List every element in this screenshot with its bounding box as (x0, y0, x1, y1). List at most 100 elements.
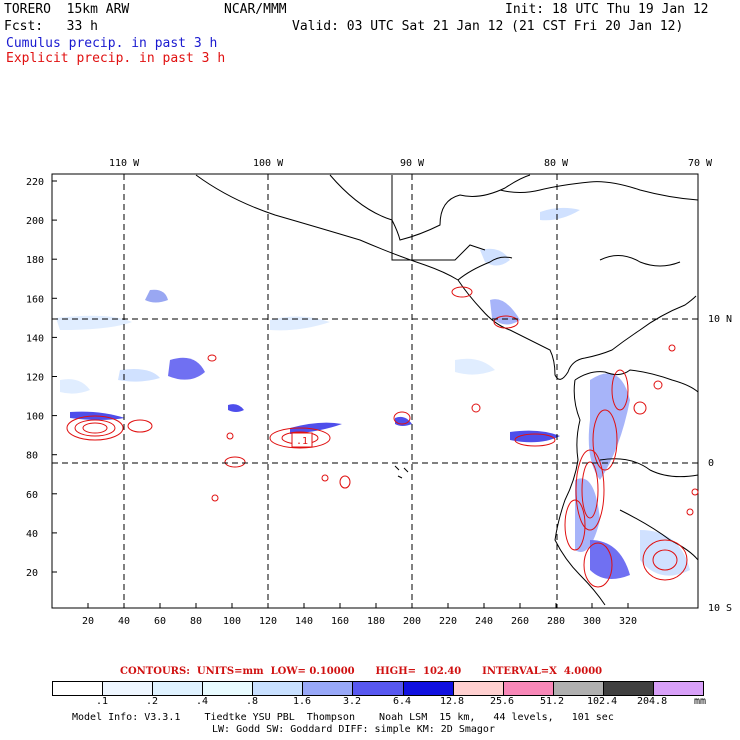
precip-patch (60, 379, 90, 394)
coastline-colombia (574, 369, 699, 393)
colorbar-cell (353, 682, 404, 695)
x-tick-label: 280 (547, 616, 565, 627)
y-tick-label: 140 (26, 333, 44, 344)
contour-cell (269, 427, 331, 449)
coastline-peru (554, 379, 606, 606)
center-name: NCAR/MMM (224, 2, 287, 17)
colorbar-cell (603, 682, 654, 695)
x-tick-label: 240 (475, 616, 493, 627)
top-axis-label: 70 W (688, 158, 713, 169)
precip-patch (228, 404, 244, 412)
contour-cell (581, 461, 599, 519)
y-tick-label: 100 (26, 412, 44, 423)
colorbar-cell (503, 682, 554, 695)
x-tick-label: 80 (190, 616, 202, 627)
precip-patch (168, 357, 205, 380)
coastline-central-america (195, 174, 697, 380)
valid-time: Valid: 03 UTC Sat 21 Jan 12 (21 CST Fri … (292, 19, 684, 34)
lat-lon-grid (52, 174, 698, 608)
contour-cell (393, 411, 411, 425)
galapagos-islands (394, 465, 409, 479)
x-tick-label: 320 (619, 616, 637, 627)
contour-cell (224, 456, 246, 468)
contour-cell (74, 419, 116, 437)
x-tick-label: 300 (583, 616, 601, 627)
contour-cell (493, 315, 519, 329)
contour-cell (668, 344, 676, 352)
top-axis-label: 80 W (544, 158, 569, 169)
precip-patch (395, 416, 412, 426)
colorbar-label: 6.4 (393, 696, 412, 707)
x-tick-label: 160 (331, 616, 349, 627)
coastlines (195, 174, 699, 606)
contour-cell (642, 539, 688, 581)
precip-patch (590, 540, 630, 579)
precip-patch (118, 369, 160, 382)
contour-cell (611, 369, 629, 411)
footer-physics: LW: Godd SW: Goddard DIFF: simple KM: 2D… (212, 724, 495, 735)
precip-patch (56, 315, 132, 330)
island-outline (599, 255, 681, 267)
precip-patch (290, 422, 342, 434)
colorbar-cell (53, 682, 104, 695)
contour-cell (226, 432, 234, 440)
precip-patch (588, 373, 630, 480)
right-axis-label: 0 (708, 458, 714, 469)
map-frame (51, 173, 699, 609)
high-label-box (291, 432, 313, 448)
colorbar-label: 102.4 (587, 696, 618, 707)
contour-cell (633, 401, 647, 415)
colorbar-cell (553, 682, 604, 695)
contour-cell (653, 380, 663, 390)
coastline-gulf-mexico (329, 174, 531, 241)
colorbar (52, 681, 704, 696)
top-axis-label: 100 W (253, 158, 284, 169)
colorbar-cell (453, 682, 504, 695)
contour-cell (592, 409, 618, 471)
contour-cell (339, 475, 351, 489)
x-tick-label: 260 (511, 616, 529, 627)
contour-cell (583, 542, 613, 588)
y-tick-label: 160 (26, 294, 44, 305)
colorbar-cell (253, 682, 304, 695)
y-tick-label: 20 (26, 568, 38, 579)
cumulus-legend: Cumulus precip. in past 3 h (6, 36, 218, 51)
precip-patch (480, 248, 510, 266)
colorbar-label: 3.2 (343, 696, 362, 707)
footer-model-info: Model Info: V3.3.1 Tiedtke YSU PBL Thomp… (72, 712, 614, 723)
colorbar-cell (203, 682, 254, 695)
y-tick-label: 60 (26, 490, 38, 501)
contour-cell (127, 419, 153, 433)
colorbar-cell (403, 682, 454, 695)
contour-cell (211, 494, 219, 502)
border-guatemala (457, 256, 513, 281)
colorbar-label: .2 (146, 696, 159, 707)
contour-cell (207, 354, 217, 362)
x-axis: 20 40 60 80 100 120 140 160 180 200 220 240 260 280 30… (82, 603, 637, 627)
colorbar-label: 1.6 (293, 696, 312, 707)
contours-info: CONTOURS: UNITS=mm LOW= 0.10000 HIGH= 10… (120, 666, 603, 677)
x-tick-label: 40 (118, 616, 130, 627)
contour-cell (686, 508, 694, 516)
x-tick-label: 140 (295, 616, 313, 627)
high-label: .1 (296, 436, 308, 447)
contour-cell (321, 474, 329, 482)
x-tick-label: 100 (223, 616, 241, 627)
x-tick-label: 120 (259, 616, 277, 627)
contour-cell (471, 403, 481, 413)
y-tick-label: 200 (26, 216, 44, 227)
y-tick-label: 180 (26, 255, 44, 266)
y-axis: 220 200 180 160 140 120 100 80 60 40 20 (26, 177, 57, 579)
explicit-contours (66, 286, 699, 588)
precip-patch (575, 478, 600, 552)
top-axis-label: 110 W (109, 158, 140, 169)
cumulus-precip-layer (56, 207, 690, 579)
contour-cell (575, 449, 605, 531)
colorbar-label: .8 (246, 696, 259, 707)
border-peru-brazil (599, 458, 699, 478)
right-axis-label: 10 N (708, 314, 732, 325)
contour-cell (691, 488, 699, 496)
contour-cell (564, 499, 586, 551)
contour-cell (451, 286, 473, 298)
